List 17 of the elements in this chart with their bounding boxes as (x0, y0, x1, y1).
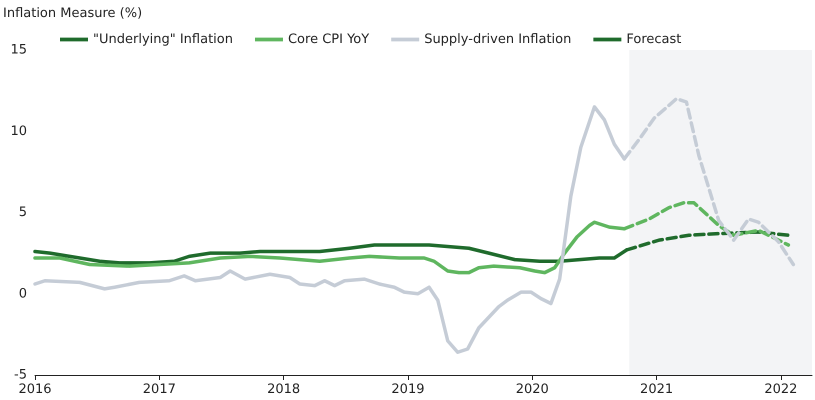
x-tick-label: 2016 (18, 382, 52, 397)
y-tick-label: 15 (10, 42, 27, 58)
legend-label: Supply-driven Inflation (424, 32, 572, 47)
x-tick-label: 2017 (142, 382, 176, 397)
y-tick-label: -5 (14, 368, 27, 382)
y-tick-label: 10 (10, 124, 27, 139)
y-tick-label: 0 (18, 286, 27, 302)
legend-label: Core CPI YoY (288, 32, 370, 47)
y-axis-title: Inflation Measure (%) (3, 6, 142, 21)
y-tick-label: 5 (18, 205, 27, 220)
x-tick-label: 2021 (640, 382, 674, 397)
x-tick-label: 2018 (267, 382, 300, 397)
x-tick-label: 2019 (391, 382, 425, 397)
legend-label: Forecast (626, 32, 682, 47)
legend-label: "Underlying" Inflation (93, 32, 233, 47)
x-tick-label: 2020 (516, 382, 549, 397)
x-tick-label: 2022 (764, 382, 798, 397)
